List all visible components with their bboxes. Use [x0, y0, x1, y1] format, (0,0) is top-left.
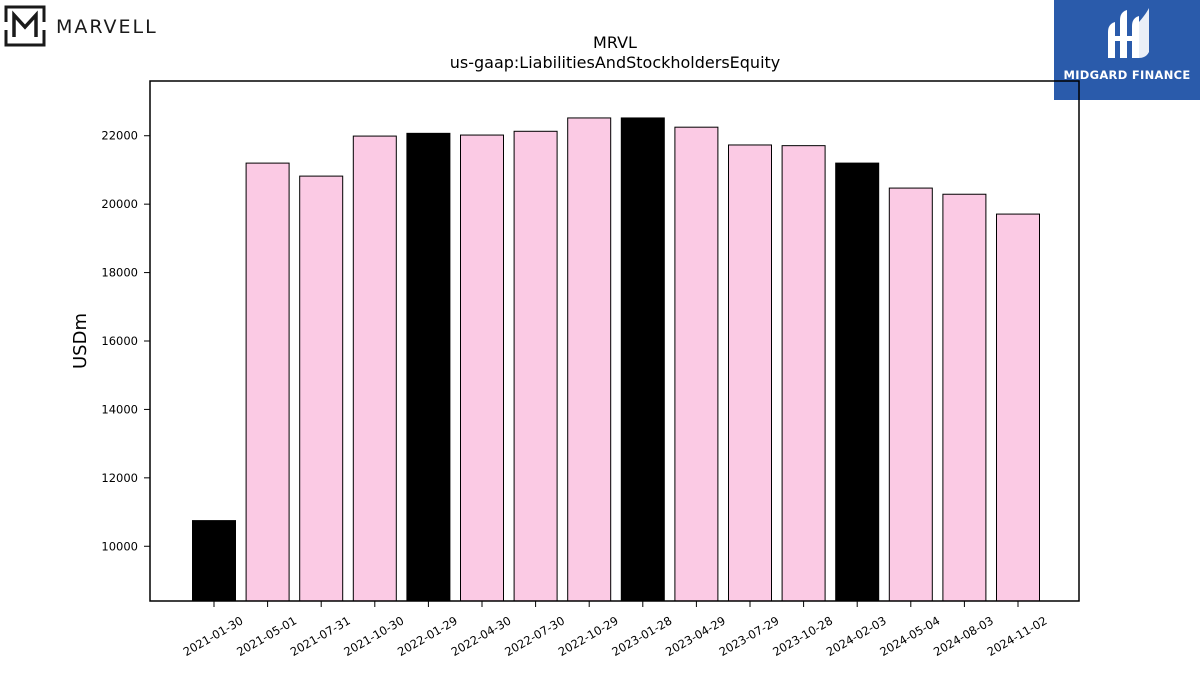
- y-tick-label: 20000: [101, 197, 138, 211]
- midgard-logo-text: MIDGARD FINANCE: [1063, 68, 1191, 82]
- midgard-logo-icon: [1108, 8, 1149, 58]
- x-tick-label: 2024-02-03: [824, 613, 889, 659]
- bar-2023-01-28: [620, 117, 665, 602]
- chart-subtitle: us-gaap:LiabilitiesAndStockholdersEquity: [450, 53, 781, 72]
- y-tick-label: 14000: [101, 402, 138, 416]
- x-tick-label: 2023-04-29: [663, 613, 728, 659]
- bar-2023-04-29: [674, 126, 719, 602]
- x-tick-label: 2023-01-28: [609, 613, 674, 659]
- plot-frame: [149, 80, 1080, 602]
- y-tick-label: 16000: [101, 334, 138, 348]
- x-tick-label: 2021-07-31: [288, 613, 353, 659]
- y-tick-label: 10000: [101, 539, 138, 553]
- bar-2024-05-04: [888, 187, 933, 602]
- marvell-logo: MARVELL: [4, 5, 164, 47]
- y-tick-label: 22000: [101, 129, 138, 143]
- bar-2022-10-29: [567, 117, 612, 602]
- bar-2022-04-30: [460, 134, 504, 602]
- x-tick-label: 2024-08-03: [931, 613, 996, 659]
- bar-2021-01-30: [192, 520, 236, 602]
- marvell-logo-text: MARVELL: [56, 16, 158, 38]
- x-tick-label: 2022-01-29: [395, 613, 460, 659]
- x-tick-label: 2023-10-28: [770, 613, 835, 659]
- bar-2021-10-30: [352, 135, 397, 602]
- x-tick-label: 2022-04-30: [449, 613, 514, 659]
- x-tick-label: 2022-07-30: [502, 613, 567, 659]
- bars-group: [192, 117, 1040, 602]
- bar-2024-08-03: [942, 193, 987, 602]
- bar-2022-01-29: [406, 132, 451, 602]
- chart-title: MRVL: [593, 33, 637, 52]
- bar-2023-07-29: [728, 144, 772, 602]
- x-tick-label: 2021-10-30: [341, 613, 406, 659]
- x-tick-label: 2023-07-29: [717, 613, 782, 659]
- bar-2023-10-28: [781, 145, 826, 602]
- x-tick-label: 2022-10-29: [556, 613, 621, 659]
- bar-2022-07-30: [513, 130, 558, 602]
- y-tick-label: 12000: [101, 471, 138, 485]
- bar-2024-11-02: [996, 213, 1040, 602]
- x-tick-label: 2024-11-02: [985, 613, 1050, 659]
- bar-2024-02-03: [835, 162, 880, 602]
- y-axis-label: USDm: [70, 313, 91, 369]
- x-ticks-group: 2021-01-302021-05-012021-07-312021-10-30…: [181, 601, 1050, 659]
- marvell-logo-icon: [4, 5, 46, 47]
- x-tick-label: 2024-05-04: [877, 613, 942, 659]
- bar-2021-07-31: [299, 175, 344, 602]
- y-ticks-group: 10000 12000 14000 16000 18000 20000 22000: [101, 129, 150, 553]
- y-tick-label: 18000: [101, 266, 138, 280]
- x-tick-label: 2021-05-01: [234, 613, 299, 659]
- x-tick-label: 2021-01-30: [181, 613, 246, 659]
- bar-2021-05-01: [245, 162, 290, 602]
